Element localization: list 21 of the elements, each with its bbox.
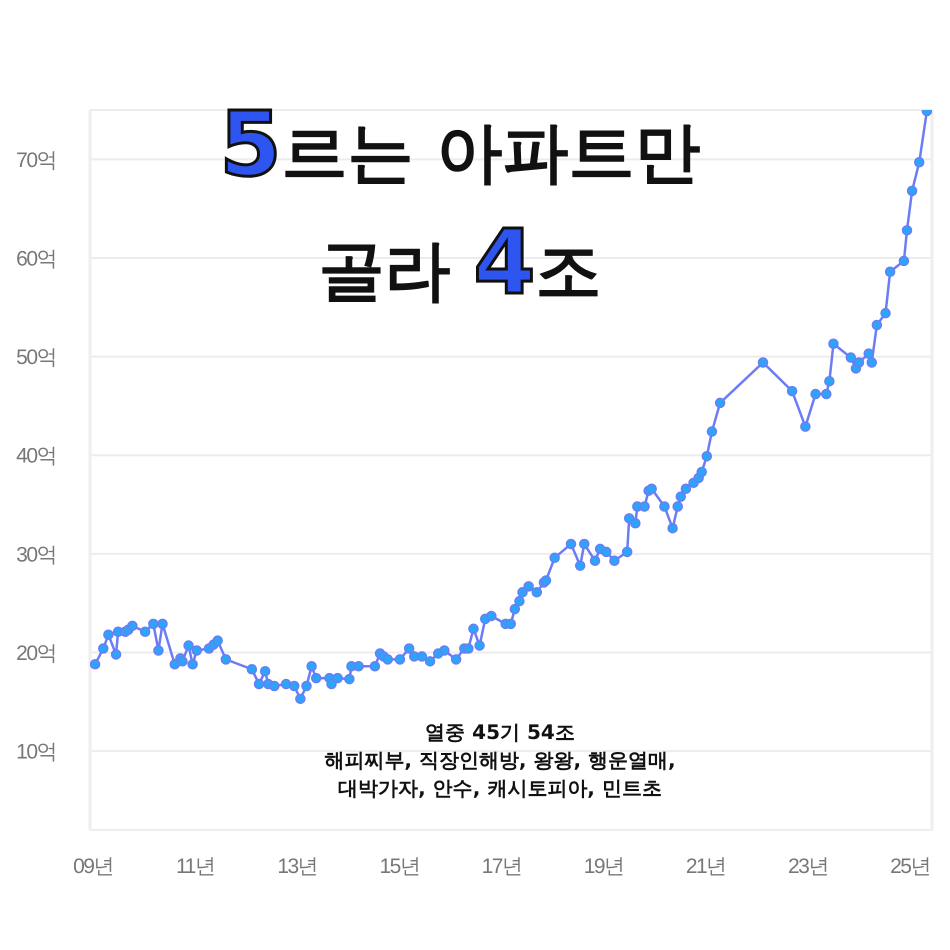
x-tick-label: 19년 <box>584 854 624 878</box>
x-tick-label: 13년 <box>277 854 318 878</box>
annotation: 해피찌부, 직장인해방, 왕왕, 행운열매, <box>323 747 677 774</box>
x-tick-label: 25년 <box>890 854 930 878</box>
y-tick-label: 30억 <box>16 543 56 566</box>
x-tick-label: 09년 <box>73 854 113 878</box>
y-tick-label: 20억 <box>16 642 56 665</box>
y-tick-label: 10억 <box>16 740 56 764</box>
x-tick-label: 23년 <box>788 854 828 878</box>
x-tick-label: 11년 <box>176 854 214 878</box>
x-tick-label: 17년 <box>482 854 522 878</box>
y-tick-label: 40억 <box>16 444 56 468</box>
y-tick-label: 70억 <box>16 148 56 172</box>
annotation: 열중 45기 54조 <box>424 719 576 746</box>
text: 골라 4조 <box>318 211 602 315</box>
y-tick-label: 50억 <box>16 346 56 370</box>
y-tick-label: 60억 <box>16 247 56 270</box>
annotation: 대박가자, 안수, 캐시토피아, 민트초 <box>337 775 663 802</box>
x-tick-label: 21년 <box>686 854 726 878</box>
x-tick-label: 15년 <box>380 854 420 878</box>
chart-title: 5르는 아파트만 <box>220 93 700 197</box>
